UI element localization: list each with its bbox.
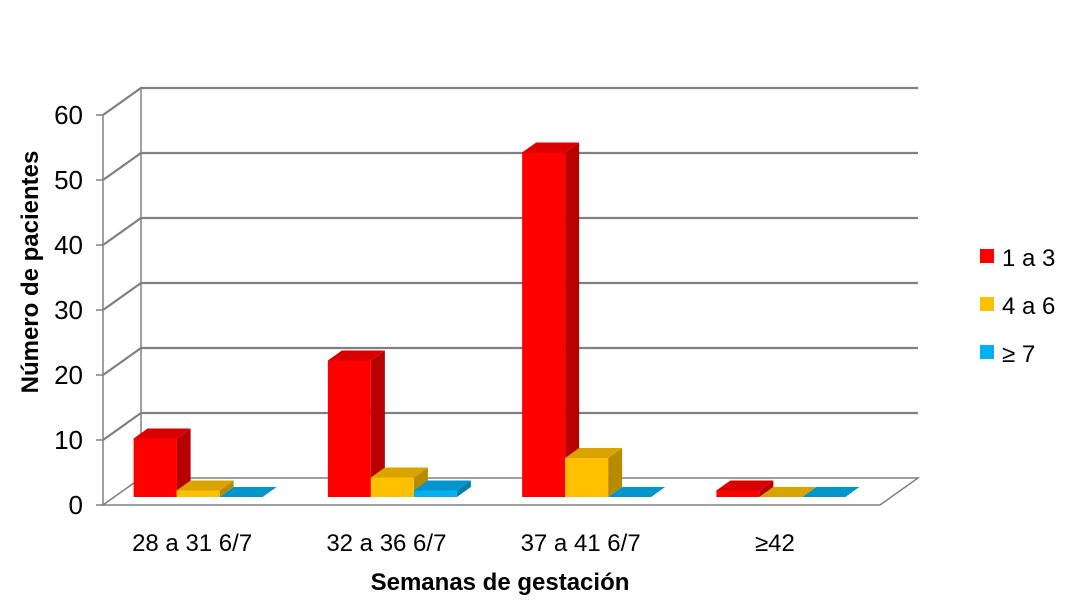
bar-front	[716, 490, 760, 497]
bar-front	[413, 490, 457, 497]
bar-top	[176, 480, 234, 491]
bar	[759, 487, 817, 497]
legend-label: 1 a 3	[1002, 245, 1055, 272]
bar-front	[327, 360, 371, 497]
gridlines	[96, 86, 918, 506]
y-tick-label: 40	[54, 230, 83, 260]
y-tick-label: 60	[54, 100, 83, 130]
bar	[219, 487, 277, 497]
x-tick-label: 28 a 31 6/7	[132, 530, 252, 557]
gridline	[102, 86, 918, 116]
bar-top	[608, 487, 666, 497]
bar	[522, 142, 580, 497]
bar-front	[176, 490, 220, 497]
bar-side	[219, 480, 234, 497]
bar-top	[327, 350, 385, 361]
bar	[413, 480, 471, 497]
bar	[565, 448, 623, 497]
legend-label: ≥ 7	[1002, 341, 1035, 368]
y-tick-label: 0	[69, 490, 83, 520]
floor	[100, 477, 921, 506]
y-tick-label: 50	[54, 165, 83, 195]
bar-top	[759, 487, 817, 497]
bar-front	[522, 152, 566, 497]
bar-top	[219, 487, 277, 497]
legend-item: ≥ 7	[980, 341, 1035, 368]
bar-top	[370, 467, 428, 478]
gridline	[102, 411, 918, 441]
bar	[608, 487, 666, 497]
y-axis-title: Número de pacientes	[17, 151, 44, 394]
bar-side	[370, 350, 385, 497]
bars	[133, 142, 860, 497]
bar	[327, 350, 385, 497]
bar	[802, 487, 860, 497]
bar-top	[522, 142, 580, 153]
bar-side	[176, 428, 191, 497]
x-tick-label: 32 a 36 6/7	[326, 530, 446, 557]
x-tick-label: ≥42	[755, 530, 795, 557]
bar	[133, 428, 191, 497]
chart-walls	[100, 86, 921, 507]
x-tick-label: 37 a 41 6/7	[521, 530, 641, 557]
bar-top	[802, 487, 860, 497]
legend-swatch	[980, 345, 994, 359]
gridline	[102, 216, 918, 246]
legend-label: 4 a 6	[1002, 293, 1055, 320]
legend-item: 1 a 3	[980, 245, 1055, 272]
y-tick-label: 10	[54, 425, 83, 455]
legend-swatch	[980, 297, 994, 311]
bar	[716, 480, 774, 497]
bar-front	[370, 477, 414, 497]
x-axis-title: Semanas de gestación	[371, 569, 630, 596]
bar-side	[565, 142, 580, 497]
y-tick-label: 30	[54, 295, 83, 325]
y-tick-labels: 0 10 20 30 40 50 60	[54, 100, 83, 520]
bar	[176, 480, 234, 497]
bar-top	[413, 480, 471, 491]
y-tick-label: 20	[54, 360, 83, 390]
legend-swatch	[980, 249, 994, 263]
bar-top	[133, 428, 191, 439]
bar-top	[716, 480, 774, 491]
x-tick-labels: 28 a 31 6/7 32 a 36 6/7 37 a 41 6/7 ≥42	[132, 530, 795, 557]
bar-top	[565, 448, 623, 458]
gridline	[102, 346, 918, 376]
bar-side	[759, 480, 774, 497]
gridline	[102, 151, 918, 181]
legend-item: 4 a 6	[980, 293, 1055, 320]
bar-front	[133, 438, 177, 497]
bar-front	[565, 458, 609, 497]
bar-side	[456, 480, 471, 497]
bar-side	[608, 448, 623, 497]
legend: 1 a 3 4 a 6 ≥ 7	[980, 245, 1055, 368]
gridline	[102, 281, 918, 311]
